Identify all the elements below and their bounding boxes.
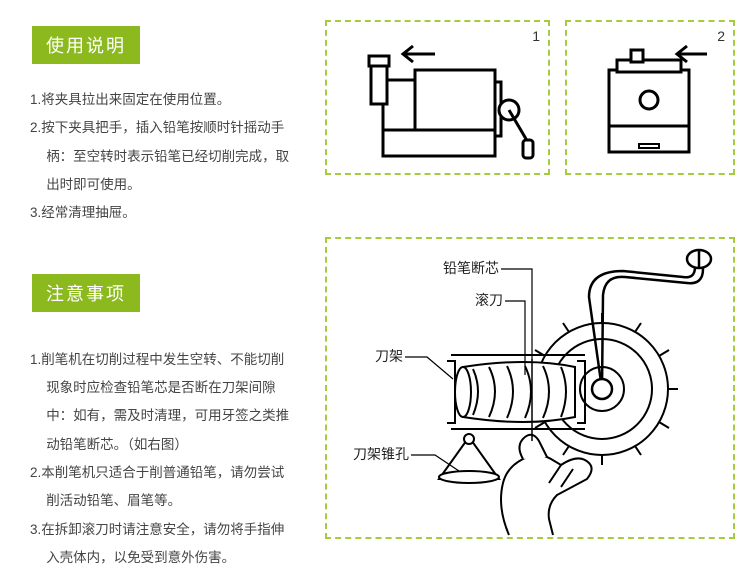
label-cutter: 滚刀 xyxy=(475,292,503,308)
notice-item: 3.在拆卸滚刀时请注意安全，请勿将手指伸入壳体内，以免受到意外伤害。 xyxy=(30,516,290,572)
label-broken-lead: 铅笔断芯 xyxy=(443,260,499,276)
figure-1-illustration xyxy=(327,22,548,173)
figure-1-number: 1 xyxy=(532,28,540,44)
usage-item: 3.经常清理抽屉。 xyxy=(30,199,290,227)
diagram-box: 铅笔断芯 滚刀 刀架 刀架锥孔 xyxy=(325,237,735,539)
notice-item: 2.本削笔机只适合于削普通铅笔，请勿尝试削活动铅笔、眉笔等。 xyxy=(30,459,290,516)
usage-text: 1.将夹具拉出来固定在使用位置。 2.按下夹具把手，插入铅笔按顺时针摇动手柄：至… xyxy=(0,74,290,228)
figure-2-box: 2 xyxy=(565,20,735,175)
notice-heading: 注意事项 xyxy=(32,274,140,312)
figure-2-illustration xyxy=(567,22,733,173)
usage-item: 1.将夹具拉出来固定在使用位置。 xyxy=(30,86,290,114)
usage-item: 2.按下夹具把手，插入铅笔按顺时针摇动手柄：至空转时表示铅笔已经切削完成，取出时… xyxy=(30,114,290,199)
label-frame: 刀架 xyxy=(375,348,403,364)
figure-1-box: 1 xyxy=(325,20,550,175)
diagram-illustration: 铅笔断芯 滚刀 刀架 刀架锥孔 xyxy=(327,239,733,537)
notice-item: 1.削笔机在切削过程中发生空转、不能切削现象时应检查铅笔芯是否断在刀架间隙中：如… xyxy=(30,346,290,459)
notice-text: 1.削笔机在切削过程中发生空转、不能切削现象时应检查铅笔芯是否断在刀架间隙中：如… xyxy=(0,334,290,572)
usage-heading: 使用说明 xyxy=(32,26,140,64)
figure-2-number: 2 xyxy=(717,28,725,44)
label-cone-hole: 刀架锥孔 xyxy=(353,446,409,462)
